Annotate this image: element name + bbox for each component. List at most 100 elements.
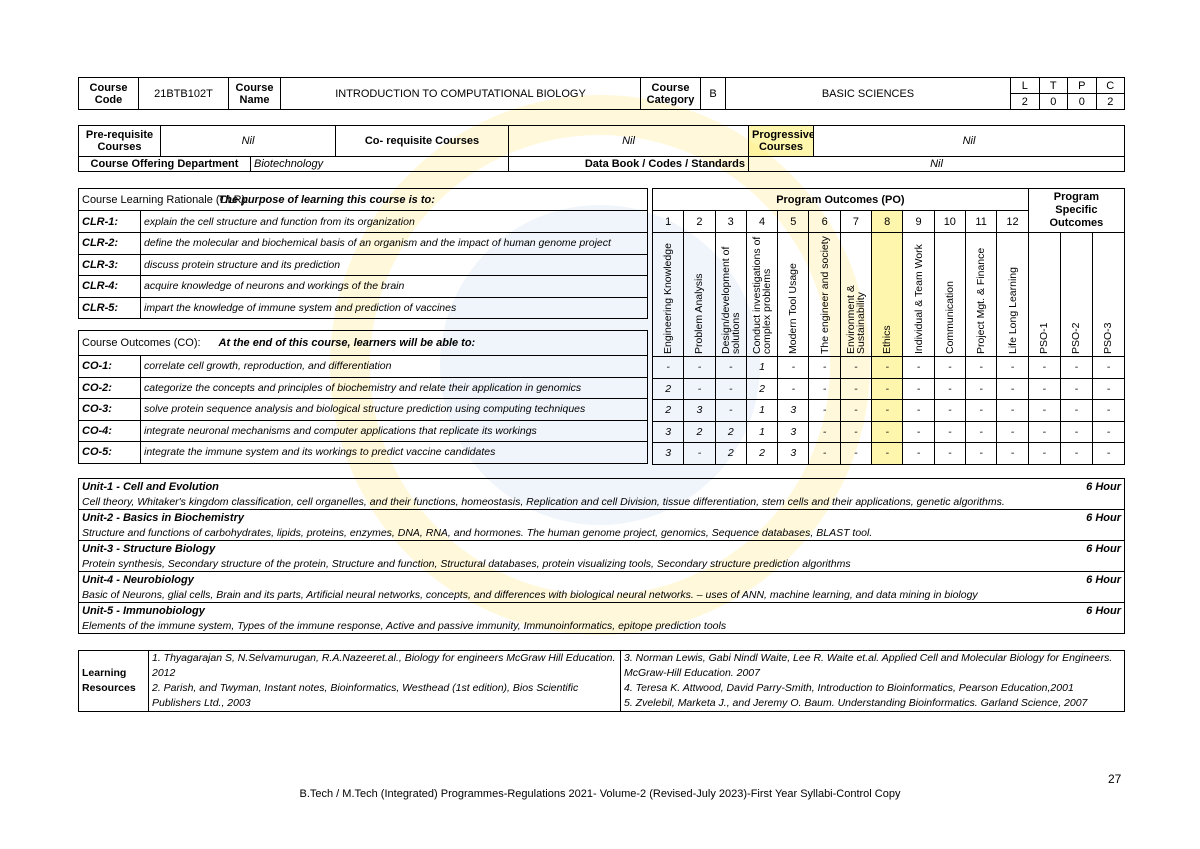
po-label-text: Conduct investigations of complex proble…: [751, 236, 774, 354]
ltpc-value: 0: [1038, 93, 1068, 110]
po-mapping-value: -: [714, 399, 747, 422]
resource-item: 3. Norman Lewis, Gabi Nindl Waite, Lee R…: [624, 652, 1113, 679]
po-mapping-value: -: [839, 399, 873, 422]
po-label: Modern Tool Usage: [777, 232, 810, 357]
pso-label: PSO-1: [1027, 232, 1061, 357]
po-mapping-value: -: [902, 399, 935, 422]
po-mapping-value: -: [808, 420, 841, 443]
po-mapping-value: 2: [683, 420, 716, 443]
pso-label-text: PSO-2: [1070, 322, 1083, 354]
po-label: Ethics: [871, 232, 904, 357]
po-label: Individual & Team Work: [902, 232, 935, 357]
prerequisite-table: Pre-requisite Courses Nil Co- requisite …: [78, 125, 1125, 172]
course-category: B: [700, 77, 726, 110]
po-mapping-value: -: [933, 442, 966, 465]
po-number: 6: [808, 210, 841, 233]
co-text: solve protein sequence analysis and biol…: [140, 398, 648, 421]
po-mapping-value: -: [933, 399, 966, 422]
course-category-label: Course Category: [640, 77, 701, 110]
po-number: 10: [933, 210, 966, 233]
po-mapping-value: -: [683, 377, 716, 400]
unit-content-row: Basic of Neurons, glial cells, Brain and…: [78, 587, 1125, 603]
po-mapping-value: -: [1091, 442, 1126, 465]
databook-label: Data Book / Codes / Standards: [508, 156, 749, 172]
clr-id: CLR-3:: [78, 253, 141, 276]
unit-title: Unit-5 - Immunobiology: [82, 604, 205, 617]
po-mapping-value: -: [902, 356, 935, 379]
unit-content: Basic of Neurons, glial cells, Brain and…: [78, 587, 1125, 603]
po-mapping-value: -: [1059, 399, 1093, 422]
unit-hours: 6 Hour: [1086, 480, 1121, 493]
ltpc-label: P: [1067, 77, 1097, 94]
department-value: Biotechnology: [250, 156, 509, 172]
po-mapping-value: -: [1059, 356, 1093, 379]
po-mapping-value: -: [996, 442, 1029, 465]
po-mapping-value: -: [964, 442, 998, 465]
course-code: 21BTB102T: [138, 77, 229, 110]
po-mapping-value: 2: [745, 442, 779, 465]
resource-item: 5. Zvelebil, Marketa J., and Jeremy O. B…: [624, 697, 1088, 709]
unit-title: Unit-4 - Neurobiology: [82, 573, 194, 586]
po-mapping-value: -: [871, 377, 904, 400]
po-label-text: The engineer and society: [818, 236, 831, 354]
po-mapping-value: 3: [777, 442, 810, 465]
co-text: integrate the immune system and its work…: [140, 441, 648, 464]
ltpc-label: L: [1010, 77, 1040, 94]
clr-row: CLR-2: define the molecular and biochemic…: [78, 232, 648, 255]
unit-title-row: Unit-3 - Structure Biology 6 Hour: [78, 540, 1125, 556]
po-mapping-value: -: [1091, 399, 1126, 422]
unit-title-cell: Unit-4 - Neurobiology 6 Hour: [78, 571, 1125, 587]
po-mapping-value: -: [964, 377, 998, 400]
ltpc-value: 2: [1095, 93, 1125, 110]
unit-title: Unit-2 - Basics in Biochemistry: [82, 511, 244, 524]
co-header-cell: At the end of this course, learners will…: [140, 330, 648, 356]
po-mapping-value: 3: [777, 420, 810, 443]
po-mapping-value: 2: [651, 377, 685, 400]
po-mapping-value: 2: [745, 377, 779, 400]
po-mapping-value: -: [933, 420, 966, 443]
unit-title-cell: Unit-1 - Cell and Evolution 6 Hour: [78, 478, 1125, 494]
co-text: categorize the concepts and principles o…: [140, 376, 648, 399]
po-mapping-row: ---1-----------: [651, 356, 1126, 379]
po-mapping-value: -: [839, 442, 873, 465]
category-name: BASIC SCIENCES: [725, 77, 1011, 110]
po-mapping-row: 2--2-----------: [651, 377, 1126, 400]
co-text: integrate neuronal mechanisms and comput…: [140, 419, 648, 442]
po-mapping-value: -: [1059, 442, 1093, 465]
unit-title-row: Unit-1 - Cell and Evolution 6 Hour: [78, 478, 1125, 494]
pso-label-text: PSO-1: [1038, 322, 1051, 354]
clr-co-table: Course Learning Rationale (CLR): The purp…: [78, 188, 648, 464]
po-mapping-value: -: [777, 356, 810, 379]
po-mapping-value: -: [996, 356, 1029, 379]
clr-text: acquire knowledge of neurons and working…: [140, 275, 648, 298]
unit-content-row: Structure and functions of carbohydrates…: [78, 525, 1125, 541]
po-label: Life Long Learning: [996, 232, 1029, 357]
clr-text: define the molecular and biochemical bas…: [140, 232, 648, 255]
po-label-text: Design/development of solutions: [719, 246, 742, 354]
po-mapping-value: -: [902, 420, 935, 443]
po-number: 1: [651, 210, 685, 233]
po-mapping-value: 3: [683, 399, 716, 422]
po-mapping-value: -: [839, 377, 873, 400]
department-label: Course Offering Department: [78, 156, 251, 172]
po-mapping-value: -: [871, 420, 904, 443]
co-row: CO-1: correlate cell growth, reproduction…: [78, 355, 648, 378]
po-title-row: Program Outcomes (PO) Program Specific Ou…: [652, 188, 1126, 233]
prerequisite-value: Nil: [160, 125, 336, 157]
clr-id: CLR-5:: [78, 296, 141, 319]
spacer: [79, 319, 648, 331]
po-number: 7: [839, 210, 873, 233]
co-row: CO-4: integrate neuronal mechanisms and c…: [78, 419, 648, 442]
unit-hours: 6 Hour: [1086, 604, 1121, 617]
co-text: correlate cell growth, reproduction, and…: [140, 355, 648, 378]
course-name-label: Course Name: [228, 77, 281, 110]
po-mapping-value: -: [839, 420, 873, 443]
po-mapping-value: 3: [651, 442, 685, 465]
po-mapping-value: 1: [745, 420, 779, 443]
course-code-label: Course Code: [78, 77, 139, 110]
clr-row: CLR-5: impart the knowledge of immune sys…: [78, 296, 648, 319]
po-label-text: Modern Tool Usage: [787, 263, 800, 354]
co-row: CO-5: integrate the immune system and its…: [78, 441, 648, 464]
